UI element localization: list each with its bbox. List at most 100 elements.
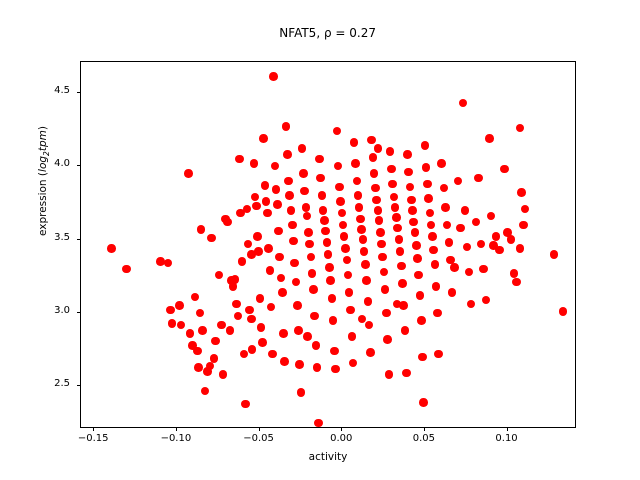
scatter-point [107, 244, 116, 253]
scatter-point [410, 228, 420, 237]
scatter-point [242, 204, 252, 214]
scatter-point [303, 332, 312, 341]
scatter-point [312, 363, 322, 372]
scatter-point [464, 267, 474, 277]
scatter-point [270, 161, 280, 171]
scatter-point [446, 255, 455, 265]
scatter-point [466, 299, 476, 309]
y-tick-mark [76, 238, 80, 240]
scatter-point [296, 388, 306, 397]
scatter-point [185, 329, 195, 338]
scatter-point [515, 244, 525, 253]
y-tick-label: 4.0 [54, 158, 70, 170]
x-tick-mark [506, 427, 508, 431]
scatter-point [374, 216, 384, 225]
y-tick-label: 3.5 [54, 231, 70, 243]
scatter-point [384, 370, 394, 379]
scatter-point [339, 232, 349, 241]
scatter-point [456, 223, 465, 233]
scatter-point [328, 316, 338, 325]
scatter-point [276, 273, 286, 283]
scatter-point [491, 232, 501, 241]
scatter-point [232, 299, 241, 309]
scatter-point [245, 305, 254, 315]
scatter-point [453, 176, 463, 186]
scatter-point [321, 226, 330, 236]
scatter-point [415, 291, 425, 300]
scatter-point [404, 167, 413, 177]
scatter-point [476, 239, 486, 249]
scatter-point [434, 349, 443, 359]
scatter-point [383, 335, 392, 344]
scatter-point [301, 203, 311, 212]
scatter-point [425, 208, 435, 218]
scatter-point [203, 367, 212, 376]
scatter-point [249, 159, 259, 168]
scatter-point [243, 239, 253, 249]
x-axis-label: activity [308, 451, 348, 463]
scatter-point [485, 134, 494, 143]
scatter-point [431, 282, 441, 291]
scatter-point [309, 285, 318, 294]
scatter-point [402, 368, 411, 378]
scatter-point [283, 150, 292, 159]
y-tick-label: 3.0 [54, 305, 70, 317]
scatter-point [346, 305, 355, 315]
scatter-point [315, 154, 324, 164]
scatter-point [441, 203, 450, 212]
scatter-point [175, 301, 184, 310]
scatter-point [122, 264, 131, 274]
scatter-point [385, 147, 395, 156]
scatter-point [424, 194, 433, 203]
scatter-point [236, 208, 245, 218]
scatter-point [261, 197, 271, 206]
scatter-point [471, 217, 481, 227]
scatter-point [247, 250, 256, 259]
y-axis-label-prefix: expression ( [36, 171, 49, 237]
scatter-point [388, 179, 397, 189]
scatter-point [397, 261, 406, 271]
scatter-point [420, 141, 430, 150]
scatter-point [474, 173, 483, 183]
scatter-point [519, 220, 528, 230]
scatter-point [353, 191, 363, 200]
scatter-point [479, 264, 488, 274]
scatter-point [233, 311, 243, 321]
scatter-point [307, 269, 317, 278]
x-tick-mark [341, 427, 343, 431]
scatter-point [163, 258, 173, 268]
scatter-point [337, 208, 347, 218]
scatter-point [217, 320, 226, 330]
scatter-point [286, 206, 296, 215]
scatter-point [364, 320, 374, 330]
scatter-point [269, 72, 278, 81]
scatter-point [413, 254, 422, 263]
scatter-point [223, 217, 232, 227]
scatter-point [225, 326, 235, 335]
scatter-point [260, 181, 270, 190]
scatter-point [305, 239, 314, 249]
y-tick-mark [76, 165, 80, 167]
scatter-point [423, 179, 432, 189]
y-axis-label-suffix: ) [36, 126, 49, 131]
scatter-point [558, 307, 568, 316]
scatter-point [379, 267, 389, 277]
scatter-point [357, 314, 367, 324]
scatter-point [354, 203, 364, 212]
scatter-point [293, 301, 302, 310]
scatter-point [399, 301, 408, 310]
scatter-point [195, 308, 205, 318]
scatter-point [275, 252, 284, 262]
scatter-plot-axes [80, 61, 576, 428]
scatter-point [439, 183, 449, 193]
scatter-point [166, 305, 175, 315]
scatter-point [228, 282, 238, 291]
scatter-point [343, 270, 353, 280]
scatter-point [325, 263, 334, 272]
scatter-point [190, 292, 200, 302]
scatter-point [263, 208, 272, 218]
scatter-point [266, 302, 276, 312]
y-axis-label-base: 2 [42, 151, 52, 156]
y-tick-mark [76, 312, 80, 314]
scatter-point [352, 176, 362, 186]
